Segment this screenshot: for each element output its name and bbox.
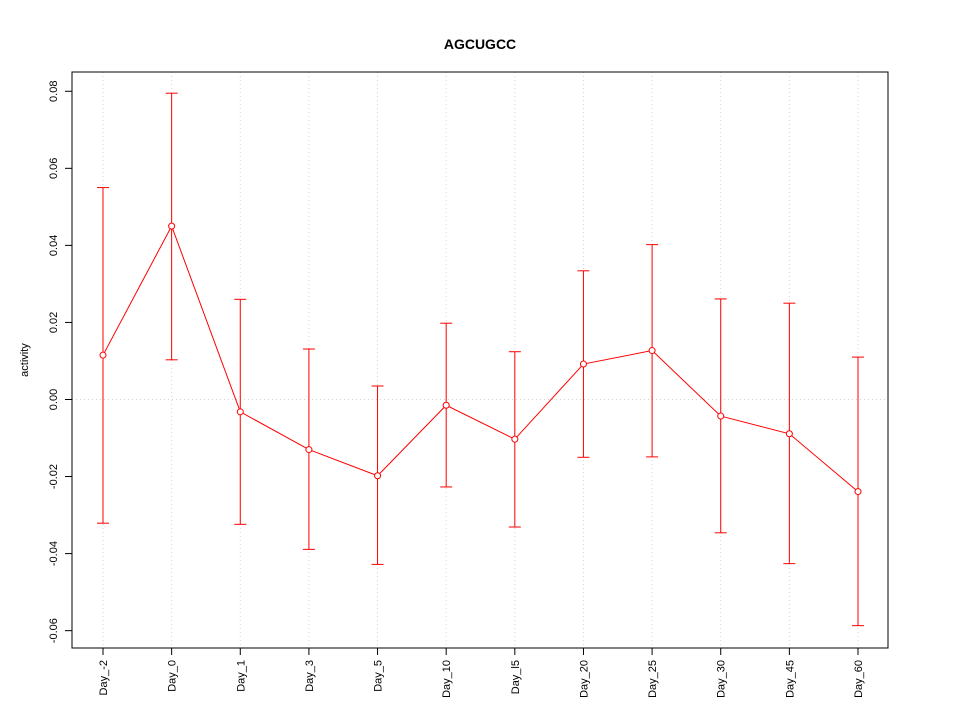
data-point	[374, 472, 382, 480]
x-tick-label: Day_5	[373, 660, 385, 692]
x-tick-label: Day_l5	[510, 660, 522, 694]
y-tick-label: 0.08	[48, 81, 60, 102]
x-tick-label: Day_30	[716, 660, 728, 698]
y-axis-label: activity	[19, 343, 31, 377]
x-tick-label: Day_1	[235, 660, 247, 692]
data-point	[305, 446, 313, 454]
y-tick-label: -0.02	[48, 464, 60, 489]
y-tick-label: 0.04	[48, 235, 60, 256]
y-tick-label: -0.06	[48, 618, 60, 643]
grid-layer	[72, 72, 888, 648]
x-tick-label: Day_20	[578, 660, 590, 698]
data-point	[648, 347, 656, 355]
y-axis: -0.06 -0.04 -0.02 0.00 0.02 0.04 0.06 0.08	[48, 81, 73, 643]
y-tick-label: 0.00	[48, 389, 60, 410]
data-point	[854, 488, 862, 496]
data-point	[168, 222, 176, 230]
x-tick-label: Day_60	[853, 660, 865, 698]
chart-title: AGCUGCC	[444, 36, 516, 52]
series-points	[99, 222, 862, 496]
data-point	[511, 435, 519, 443]
data-point	[785, 430, 793, 438]
x-axis: Day_-2 Day_0 Day_1 Day_3 Day_5 Day_10 Day_l5 Da…	[98, 647, 865, 698]
plot-frame	[71, 71, 889, 649]
y-tick-label: -0.04	[48, 541, 60, 566]
y-tick-label: 0.06	[48, 158, 60, 179]
series-line	[102, 224, 859, 492]
x-tick-label: Day_45	[784, 660, 796, 698]
data-point	[717, 412, 725, 420]
x-tick-label: Day_10	[441, 660, 453, 698]
y-tick-label: 0.02	[48, 312, 60, 333]
data-point	[236, 408, 244, 416]
data-point	[579, 360, 587, 368]
series-line-layer	[102, 224, 859, 492]
data-point	[442, 401, 450, 409]
error-bars	[97, 92, 864, 627]
data-point	[99, 351, 107, 359]
x-tick-label: Day_3	[304, 660, 316, 692]
x-tick-label: Day_-2	[98, 660, 110, 695]
x-tick-label: Day_25	[647, 660, 659, 698]
x-tick-label: Day_0	[167, 660, 179, 692]
